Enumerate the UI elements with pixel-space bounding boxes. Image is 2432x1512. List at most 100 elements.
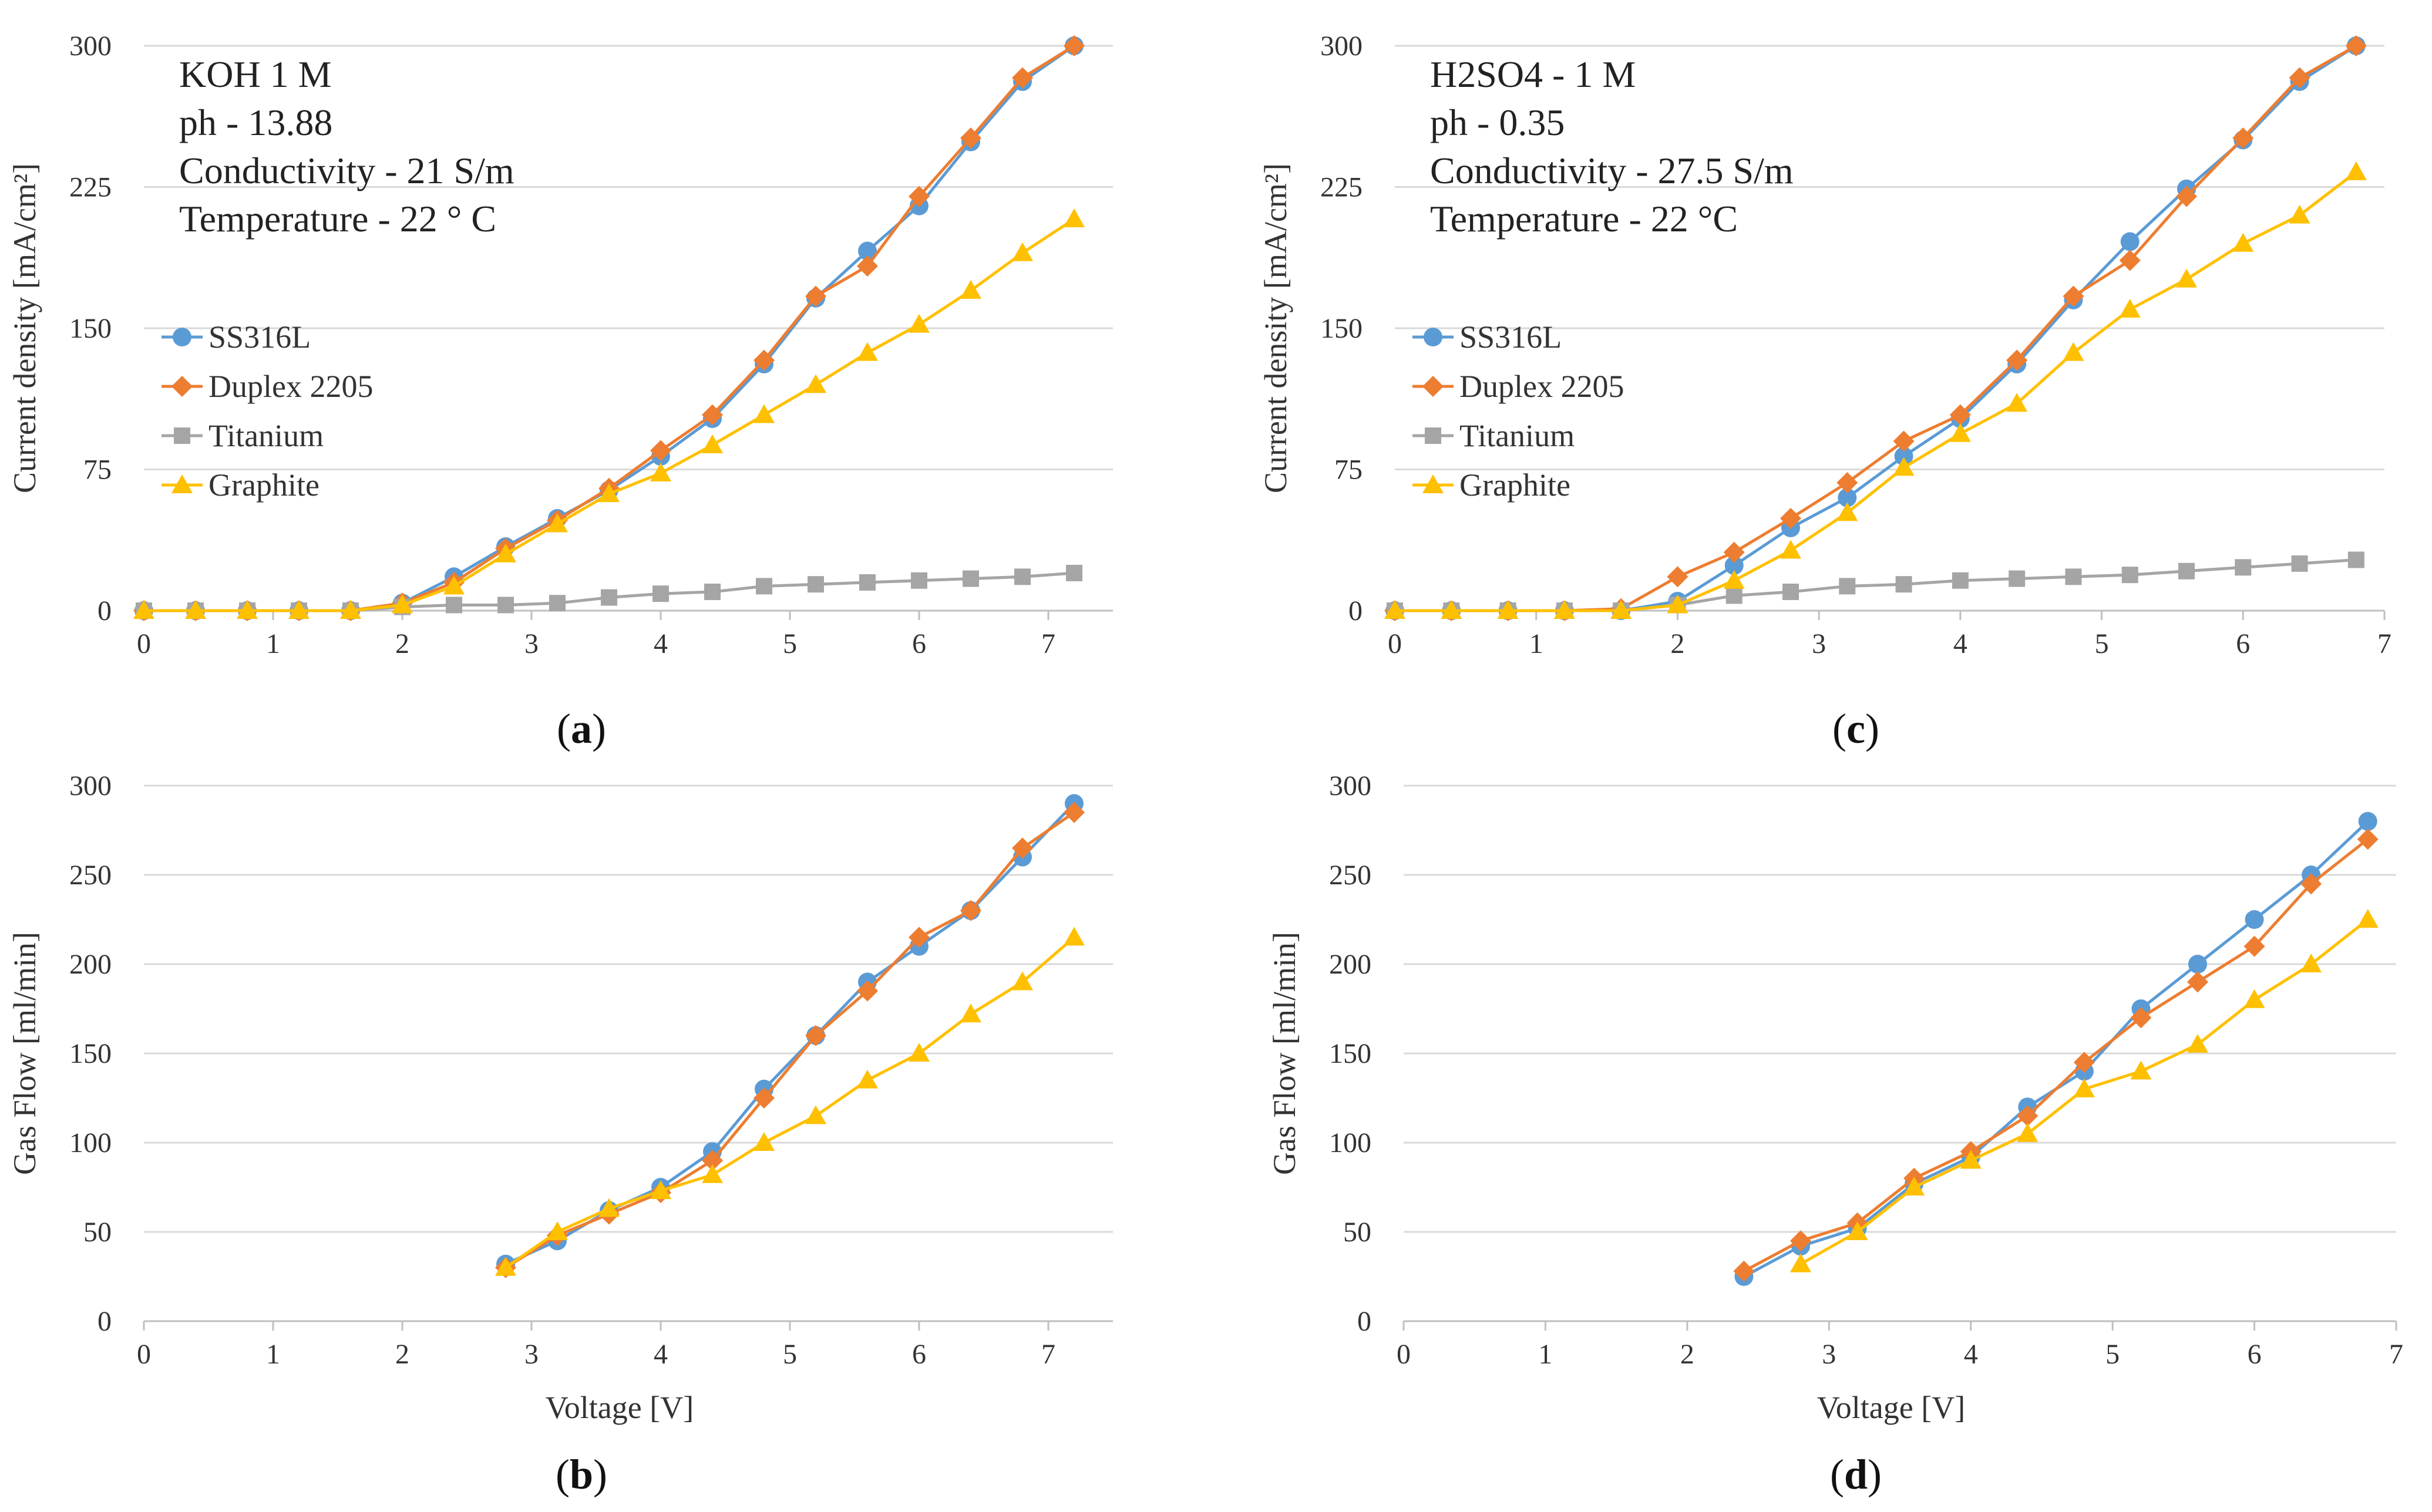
chart-c: 0 75 150 225 300 0 1 2 3 4 5 6 7 Current density [mA/… [1258, 31, 2391, 752]
data-point [1846, 1221, 1868, 1240]
data-point [756, 578, 772, 595]
x-tick-label: 0 [137, 1339, 151, 1370]
condition-annotation: ph - 13.88 [179, 102, 332, 143]
x-tick-label: 1 [1529, 628, 1543, 659]
data-point [2245, 910, 2264, 929]
data-point [1014, 568, 1031, 585]
legend-marker [1425, 427, 1441, 444]
x-tick-label: 4 [654, 628, 668, 659]
legend-item: SS316L [1412, 319, 1562, 355]
x-tick-label: 1 [1538, 1339, 1552, 1370]
data-point [2187, 1033, 2208, 1053]
y-axis-title: Gas Flow [ml/min] [7, 932, 42, 1175]
y-tick-label: 225 [1320, 172, 1363, 203]
data-point [2357, 829, 2379, 850]
series-graphite [495, 927, 1085, 1276]
data-point [1610, 600, 1632, 619]
legend-item: Graphite [162, 467, 319, 503]
data-point [857, 342, 878, 361]
chart-d: 0 50 100 150 200 250 300 0 1 2 3 4 5 6 7 Gas Flow [ml/m… [1267, 770, 2403, 1498]
data-point [1960, 1150, 1982, 1169]
data-point [1725, 587, 1743, 604]
data-point [2235, 559, 2252, 576]
data-point [1903, 1177, 1925, 1196]
data-point [2345, 35, 2367, 56]
y-tick-label: 300 [1320, 31, 1363, 62]
series-graphite [1790, 909, 2379, 1272]
data-point [650, 440, 671, 462]
legend-label: SS316L [208, 319, 311, 355]
data-point [2232, 233, 2254, 252]
series-line [504, 811, 1075, 1269]
data-point [1836, 502, 1858, 521]
series-line [504, 936, 1075, 1269]
data-point [598, 483, 620, 503]
data-point [1012, 971, 1033, 991]
x-tick-label: 0 [1388, 628, 1402, 659]
x-tick-label: 5 [783, 1339, 797, 1370]
legend-marker [173, 328, 191, 346]
data-point [1384, 600, 1405, 619]
data-point [702, 1150, 723, 1171]
data-point [2130, 1060, 2152, 1080]
data-point [601, 589, 617, 606]
chart-b: 0 50 100 150 200 250 300 0 1 2 3 4 5 6 7 Gas Flow [ml/m… [7, 770, 1113, 1498]
data-point [1064, 35, 1085, 56]
data-point [2120, 232, 2140, 251]
data-point [237, 600, 258, 619]
y-axis-title: Current density [mA/cm²] [1258, 163, 1293, 493]
data-point [754, 1132, 775, 1151]
data-point [1895, 576, 1912, 593]
data-point [2300, 954, 2322, 972]
data-point [2345, 161, 2367, 180]
x-tick-label: 7 [1041, 628, 1055, 659]
x-tick-label: 3 [524, 628, 539, 659]
legend-item: Titanium [162, 418, 324, 453]
legend-label: Graphite [208, 467, 319, 503]
x-tick-label: 1 [266, 628, 280, 659]
data-point [2063, 342, 2084, 361]
data-point [963, 570, 979, 587]
y-tick-label: 200 [1329, 949, 1371, 980]
data-point [1893, 457, 1915, 476]
data-point [805, 1105, 826, 1124]
series-line [144, 217, 1075, 612]
data-point [2119, 250, 2141, 271]
series-graphite [133, 208, 1085, 619]
data-point [2232, 127, 2254, 149]
data-point [1949, 404, 1971, 426]
series-graphite [1384, 161, 2367, 619]
data-point [909, 186, 930, 207]
data-point [2358, 811, 2377, 831]
data-point [650, 1180, 671, 1200]
data-point [1949, 423, 1971, 442]
x-axis-title: Voltage [V] [1817, 1390, 1965, 1425]
y-tick-label: 250 [69, 860, 112, 891]
legend-label: Titanium [208, 418, 324, 453]
data-point [2065, 568, 2082, 585]
y-tick-label: 0 [97, 1306, 112, 1337]
y-axis-title: Gas Flow [ml/min] [1267, 932, 1302, 1175]
data-point [549, 595, 566, 612]
x-tick-label: 5 [2105, 1339, 2120, 1370]
condition-annotation: Temperature - 22 ° C [179, 198, 496, 240]
data-point [1497, 600, 1519, 619]
data-point [2006, 349, 2028, 371]
legend-marker [174, 427, 190, 444]
y-tick-label: 75 [83, 454, 112, 486]
data-point [960, 279, 981, 299]
chart-a: 0 75 150 225 300 0 1 2 3 4 5 6 7 Current density [mA/… [7, 31, 1113, 752]
data-point [446, 597, 462, 614]
series-line [504, 802, 1075, 1266]
condition-annotation: Temperature - 22 °C [1430, 198, 1738, 240]
data-point [288, 600, 310, 619]
data-point [909, 927, 930, 948]
data-point [1724, 556, 1744, 575]
legend-label: Graphite [1459, 467, 1570, 503]
x-axis-title: Voltage [V] [546, 1390, 694, 1425]
data-point [392, 594, 413, 614]
data-point [650, 462, 671, 481]
data-point [909, 314, 930, 333]
data-point [1782, 583, 1799, 600]
